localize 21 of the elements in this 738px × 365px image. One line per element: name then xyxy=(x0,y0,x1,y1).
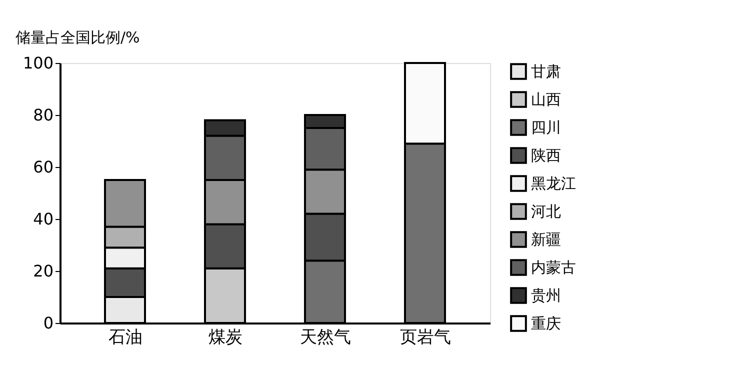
legend-label: 内蒙古 xyxy=(531,258,576,276)
x-tick-label: 天然气 xyxy=(300,328,351,348)
y-tick-label: 100 xyxy=(22,54,54,72)
y-tick-label: 20 xyxy=(33,262,54,280)
x-tick-label: 石油 xyxy=(108,328,142,348)
legend-label: 甘肃 xyxy=(531,62,561,80)
y-tick-label: 80 xyxy=(33,106,54,124)
legend-label: 陕西 xyxy=(531,146,561,164)
legend-label: 新疆 xyxy=(531,230,561,248)
legend-label: 山西 xyxy=(531,90,561,108)
legend-label: 黑龙江 xyxy=(531,174,576,192)
legend-label: 河北 xyxy=(531,202,561,220)
legend-label: 四川 xyxy=(531,118,561,136)
y-tick-label: 0 xyxy=(43,314,54,332)
y-tick-label: 60 xyxy=(33,158,54,176)
legend-label: 重庆 xyxy=(531,314,561,332)
x-tick-label: 页岩气 xyxy=(400,328,451,348)
x-tick-label: 煤炭 xyxy=(208,328,242,348)
y-tick-label: 40 xyxy=(33,210,54,228)
legend-label: 贵州 xyxy=(531,286,561,304)
y-axis-title: 储量占全国比例/% xyxy=(16,28,140,46)
